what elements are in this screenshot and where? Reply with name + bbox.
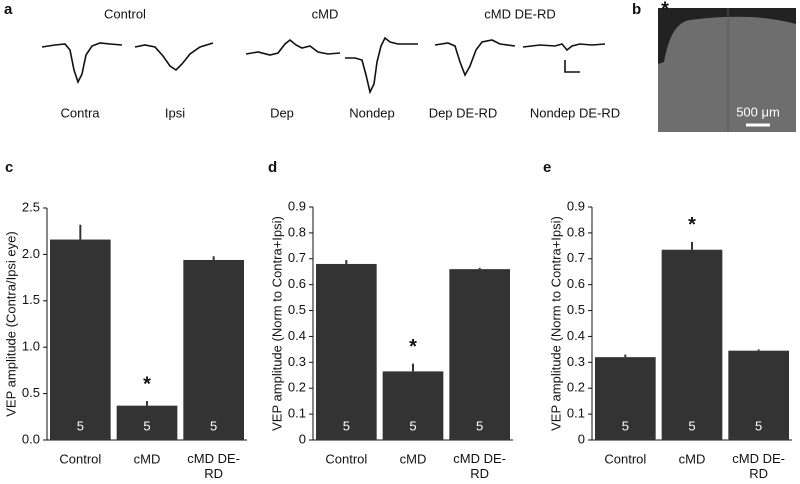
panel-letter: a (4, 1, 13, 18)
trace (522, 43, 606, 52)
group-title: cMD (312, 6, 339, 21)
panel-letter: d (268, 159, 277, 176)
bar (50, 239, 111, 440)
x-tick-label: cMD DE-RD (453, 451, 506, 481)
micrograph-edge (658, 8, 796, 64)
bar-annotation: 5 (343, 418, 350, 433)
bar-annotation: 5 (476, 418, 483, 433)
y-tick-label: 0.4 (567, 328, 585, 343)
y-tick-label: 0.3 (288, 354, 306, 369)
scale-label: 500 μm (736, 104, 780, 119)
x-tick-label: cMD (400, 451, 427, 466)
y-tick-label: 0.9 (567, 198, 585, 213)
y-tick-label: 0.3 (567, 354, 585, 369)
y-axis-label: VEP amplitude (Norm to Contra+Ipsi) (548, 216, 563, 431)
bar (449, 269, 510, 440)
trace-label: Nondep DE-RD (530, 105, 620, 120)
group-title: Control (104, 6, 146, 21)
group-title: cMD DE-RD (484, 6, 556, 21)
panel-letter: e (543, 159, 551, 176)
trace (345, 36, 418, 95)
trace (41, 42, 123, 85)
bar (728, 350, 789, 440)
scale-bar (564, 60, 580, 73)
y-tick-label: 0.0 (22, 431, 40, 446)
bar-annotation: 5 (210, 418, 217, 433)
y-axis-label: VEP amplitude (Contra/Ipsi eye) (3, 231, 18, 416)
y-tick-label: 0.8 (288, 224, 306, 239)
panel-letter: b (632, 1, 641, 18)
micrograph (658, 8, 796, 132)
y-tick-label: 0.5 (567, 302, 585, 317)
trace-label: Contra (60, 105, 100, 120)
panel-letter: c (5, 159, 13, 176)
y-tick-label: 0.2 (288, 380, 306, 395)
y-tick-label: 0.1 (288, 406, 306, 421)
y-tick-label: 2.5 (22, 199, 40, 214)
y-tick-label: 0.5 (288, 302, 306, 317)
bar (183, 259, 244, 440)
y-tick-label: 1.5 (22, 292, 40, 307)
y-tick-label: 0.6 (567, 276, 585, 291)
y-tick-label: 0.7 (288, 250, 306, 265)
y-tick-label: 0.4 (288, 328, 306, 343)
y-tick-label: 0.5 (22, 385, 40, 400)
x-tick-label: cMD (679, 451, 706, 466)
bar-annotation: 5 (143, 418, 150, 433)
bar (661, 249, 723, 440)
bar (116, 405, 178, 440)
bar (382, 371, 444, 440)
significance: * (143, 373, 151, 395)
bar-annotation: 5 (77, 418, 84, 433)
x-tick-label: cMD DE-RD (732, 451, 785, 481)
y-tick-label: 0.1 (567, 406, 585, 421)
marker: * (661, 0, 669, 20)
trace-label: Dep DE-RD (429, 105, 498, 120)
trace-label: Ipsi (165, 105, 185, 120)
x-tick-label: cMD (134, 451, 161, 466)
significance: * (409, 336, 417, 358)
y-tick-label: 0.8 (567, 224, 585, 239)
significance: * (688, 214, 696, 236)
trace (134, 42, 214, 72)
trace-label: Dep (270, 105, 294, 120)
y-tick-label: 2.0 (22, 246, 40, 261)
x-tick-label: cMD DE-RD (187, 451, 240, 481)
y-tick-label: 0.9 (288, 198, 306, 213)
bar (316, 263, 377, 440)
bar-annotation: 5 (622, 418, 629, 433)
y-tick-label: 0 (578, 431, 585, 446)
y-tick-label: 1.0 (22, 339, 40, 354)
trace (245, 38, 341, 56)
x-tick-label: Control (604, 451, 646, 466)
y-axis-label: VEP amplitude (Norm to Contra+Ipsi) (269, 216, 284, 431)
trace (434, 39, 516, 77)
bar-annotation: 5 (688, 418, 695, 433)
bar (595, 357, 656, 440)
y-tick-label: 0.7 (567, 250, 585, 265)
x-tick-label: Control (59, 451, 101, 466)
trace-label: Nondep (349, 105, 395, 120)
bar-annotation: 5 (755, 418, 762, 433)
y-tick-label: 0.6 (288, 276, 306, 291)
bar-annotation: 5 (409, 418, 416, 433)
y-tick-label: 0.2 (567, 380, 585, 395)
x-tick-label: Control (325, 451, 367, 466)
y-tick-label: 0 (299, 431, 306, 446)
